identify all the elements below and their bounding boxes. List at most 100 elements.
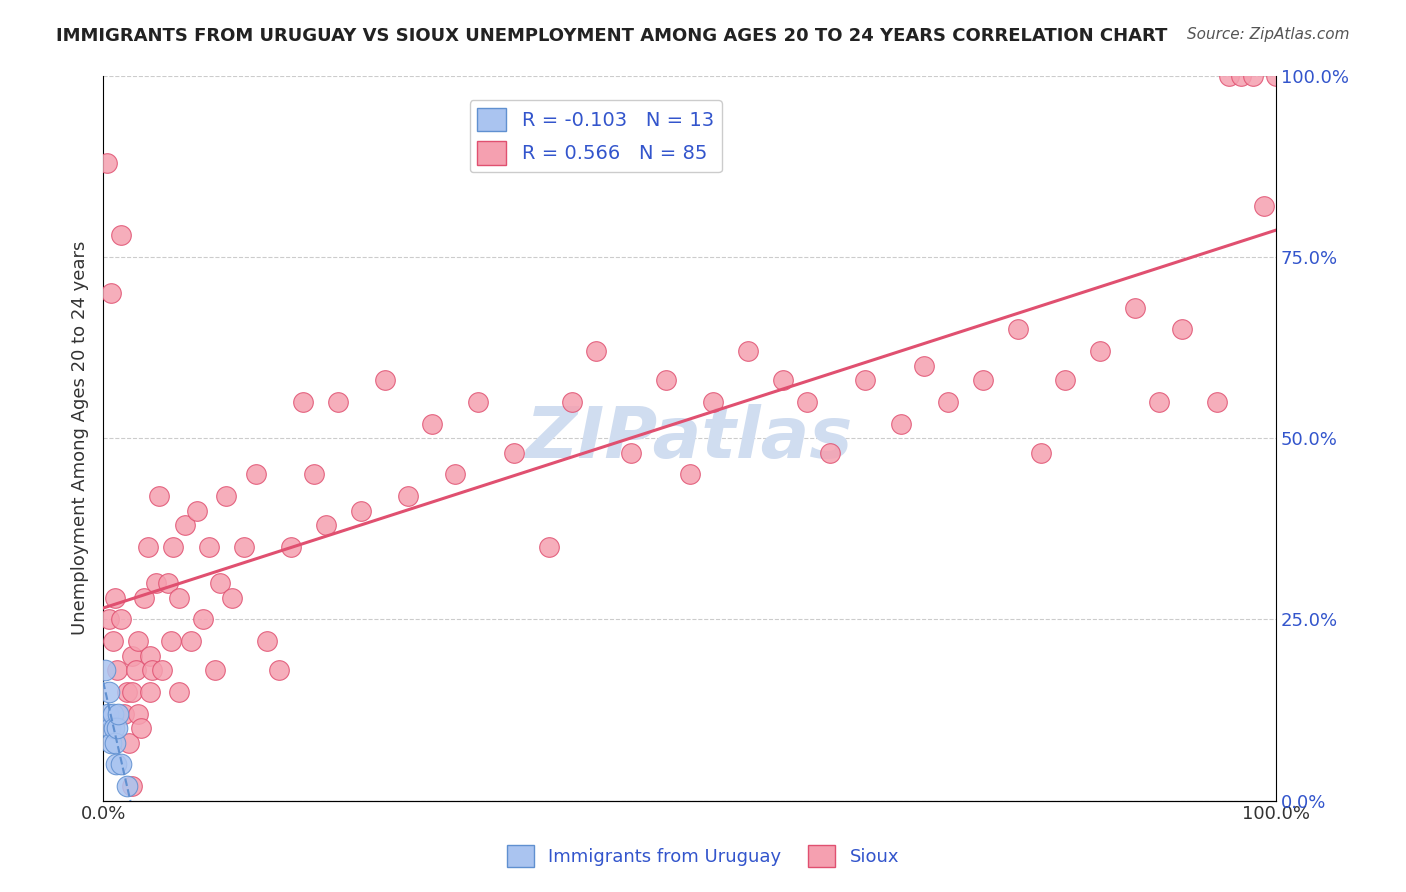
Point <box>104 736 127 750</box>
Point <box>972 373 994 387</box>
Point <box>890 417 912 431</box>
Text: IMMIGRANTS FROM URUGUAY VS SIOUX UNEMPLOYMENT AMONG AGES 20 TO 24 YEARS CORRELAT: IMMIGRANTS FROM URUGUAY VS SIOUX UNEMPLO… <box>56 27 1167 45</box>
Point <box>245 467 267 482</box>
Point <box>118 736 141 750</box>
Point <box>145 576 167 591</box>
Point <box>1171 322 1194 336</box>
Point <box>139 648 162 663</box>
Point <box>620 445 643 459</box>
Point <box>702 394 724 409</box>
Point <box>136 540 159 554</box>
Point <box>420 417 443 431</box>
Point <box>104 591 127 605</box>
Point <box>772 373 794 387</box>
Point <box>105 757 128 772</box>
Point <box>585 344 607 359</box>
Point <box>396 489 419 503</box>
Point <box>467 394 489 409</box>
Point <box>221 591 243 605</box>
Point <box>100 286 122 301</box>
Point <box>139 685 162 699</box>
Point <box>1229 69 1251 83</box>
Point <box>121 685 143 699</box>
Point <box>280 540 302 554</box>
Point <box>115 685 138 699</box>
Point <box>1031 445 1053 459</box>
Point <box>1007 322 1029 336</box>
Point <box>197 540 219 554</box>
Point <box>209 576 232 591</box>
Point <box>162 540 184 554</box>
Point <box>110 612 132 626</box>
Point <box>796 394 818 409</box>
Point <box>121 648 143 663</box>
Point <box>1147 394 1170 409</box>
Point <box>98 721 121 735</box>
Text: Source: ZipAtlas.com: Source: ZipAtlas.com <box>1187 27 1350 42</box>
Point <box>1053 373 1076 387</box>
Point <box>678 467 700 482</box>
Point <box>1218 69 1240 83</box>
Point <box>502 445 524 459</box>
Point <box>326 394 349 409</box>
Point <box>94 663 117 677</box>
Legend: R = -0.103   N = 13, R = 0.566   N = 85: R = -0.103 N = 13, R = 0.566 N = 85 <box>470 100 721 172</box>
Point <box>100 736 122 750</box>
Point <box>148 489 170 503</box>
Point <box>444 467 467 482</box>
Point <box>134 591 156 605</box>
Point <box>936 394 959 409</box>
Point <box>127 634 149 648</box>
Point <box>215 489 238 503</box>
Point <box>191 612 214 626</box>
Point <box>232 540 254 554</box>
Point <box>107 706 129 721</box>
Point <box>655 373 678 387</box>
Point <box>1123 301 1146 315</box>
Point <box>103 721 125 735</box>
Point <box>141 663 163 677</box>
Text: ZIPatlas: ZIPatlas <box>526 403 853 473</box>
Point <box>101 634 124 648</box>
Point <box>315 518 337 533</box>
Point <box>169 591 191 605</box>
Point <box>912 359 935 373</box>
Point <box>737 344 759 359</box>
Point <box>820 445 842 459</box>
Point <box>115 779 138 793</box>
Point <box>374 373 396 387</box>
Point <box>1265 69 1288 83</box>
Point <box>350 503 373 517</box>
Point <box>98 612 121 626</box>
Point <box>101 706 124 721</box>
Point <box>267 663 290 677</box>
Point <box>302 467 325 482</box>
Point <box>112 706 135 721</box>
Point <box>1088 344 1111 359</box>
Point <box>150 663 173 677</box>
Point <box>169 685 191 699</box>
Point <box>855 373 877 387</box>
Point <box>127 706 149 721</box>
Point <box>186 503 208 517</box>
Point <box>537 540 560 554</box>
Point <box>98 685 121 699</box>
Point <box>204 663 226 677</box>
Point <box>174 518 197 533</box>
Point <box>129 721 152 735</box>
Point <box>1241 69 1264 83</box>
Point <box>180 634 202 648</box>
Point <box>121 779 143 793</box>
Point <box>1253 199 1275 213</box>
Point <box>105 663 128 677</box>
Point <box>105 721 128 735</box>
Point <box>256 634 278 648</box>
Point <box>160 634 183 648</box>
Point <box>110 227 132 242</box>
Legend: Immigrants from Uruguay, Sioux: Immigrants from Uruguay, Sioux <box>499 838 907 874</box>
Point <box>1206 394 1229 409</box>
Point <box>291 394 314 409</box>
Y-axis label: Unemployment Among Ages 20 to 24 years: Unemployment Among Ages 20 to 24 years <box>72 241 89 635</box>
Point <box>561 394 583 409</box>
Point <box>125 663 148 677</box>
